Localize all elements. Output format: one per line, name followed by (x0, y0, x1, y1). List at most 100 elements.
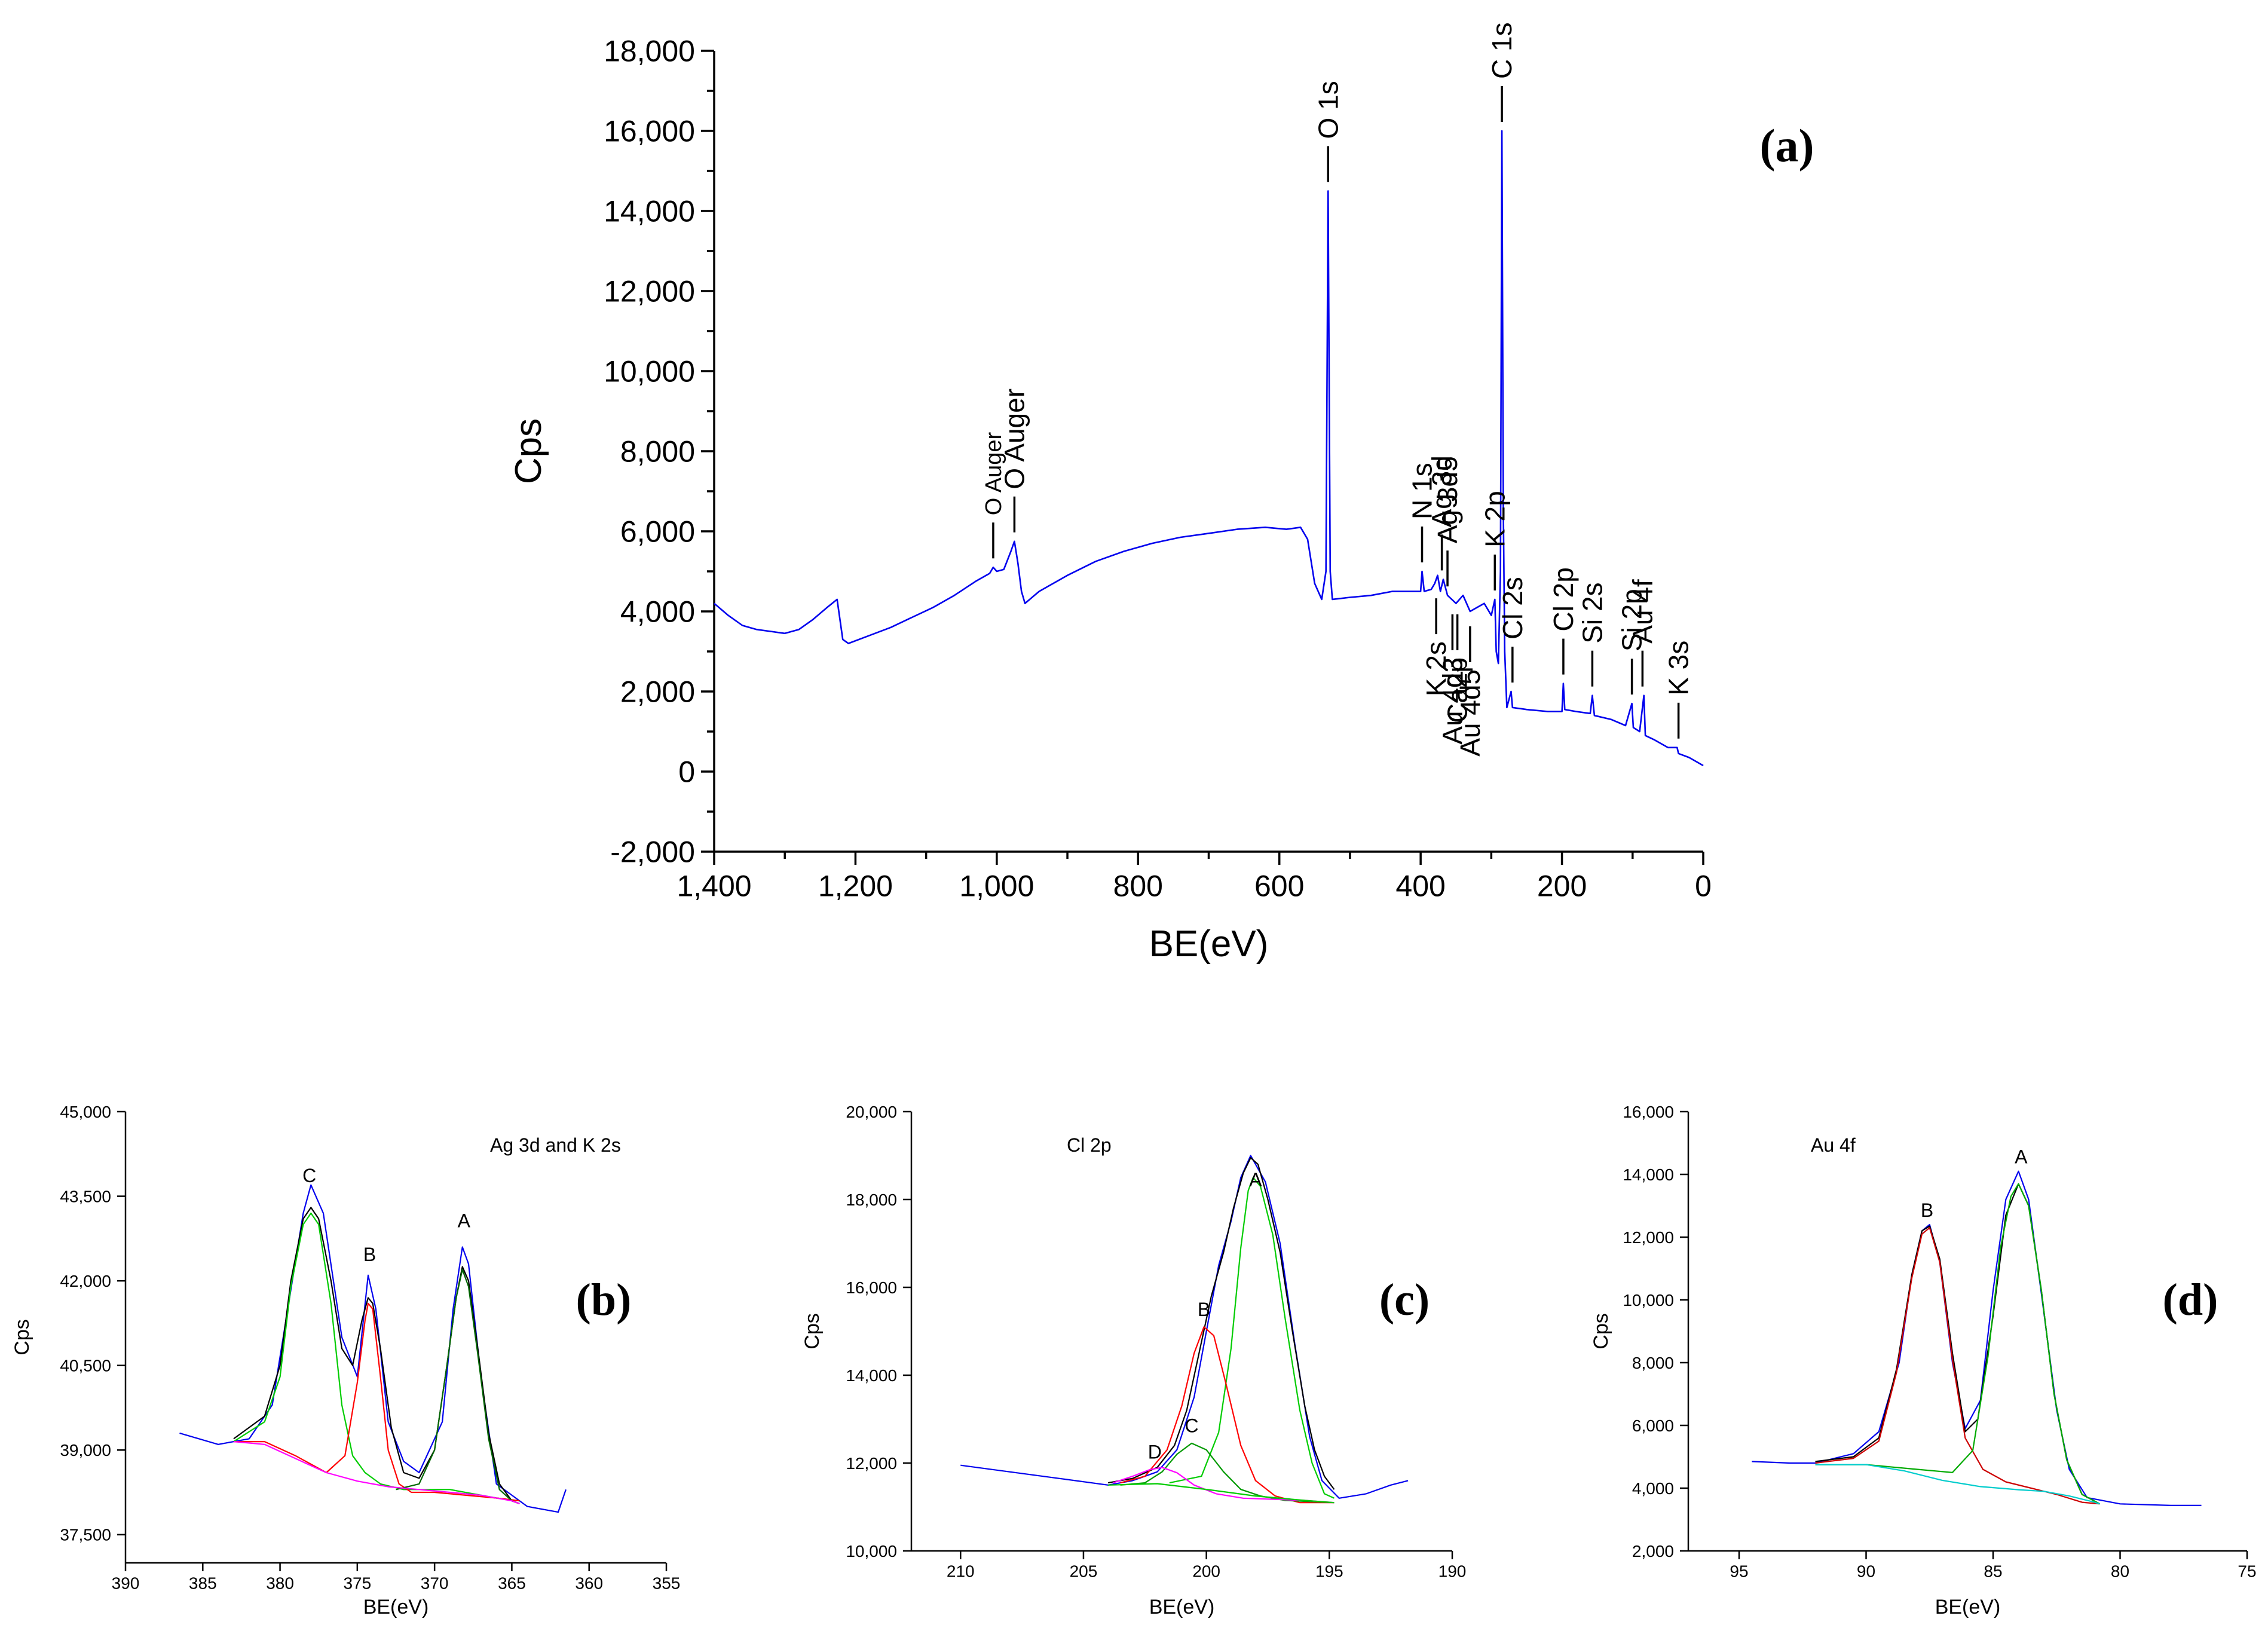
x-tick-label: 205 (1070, 1562, 1098, 1580)
y-tick-label: 16,000 (846, 1278, 897, 1297)
annotation-label: Au 4f (1627, 579, 1658, 644)
x-tick-label: 200 (1192, 1562, 1220, 1580)
y-tick-label: 12,000 (604, 275, 695, 308)
x-tick-label: 390 (112, 1574, 140, 1592)
y-tick-label: 37,500 (60, 1526, 111, 1544)
y-tick-label: 40,500 (60, 1356, 111, 1375)
x-tick-label: 0 (1695, 870, 1712, 903)
annotation-label: O Auger (999, 388, 1030, 489)
x-tick-label: 1,400 (677, 870, 751, 903)
annotation-label: Cl 2s (1497, 577, 1528, 639)
y-tick-label: 14,000 (604, 195, 695, 228)
y-tick-label: 10,000 (846, 1542, 897, 1560)
series-background (233, 1441, 520, 1504)
y-tick-label: 14,000 (846, 1366, 897, 1385)
series-peak-D (1112, 1467, 1335, 1504)
y-tick-label: 8,000 (1632, 1354, 1674, 1372)
annotation-label: O 1s (1312, 81, 1343, 139)
x-axis-label: BE(eV) (1149, 1596, 1215, 1618)
peak-label: A (2015, 1146, 2028, 1168)
x-tick-label: 80 (2111, 1562, 2129, 1580)
y-tick-label: 6,000 (1632, 1416, 1674, 1435)
annotation-label: K 3s (1663, 641, 1694, 696)
x-tick-label: 360 (575, 1574, 603, 1592)
x-tick-label: 210 (947, 1562, 975, 1580)
series-envelope (1107, 1157, 1335, 1490)
x-tick-label: 195 (1315, 1562, 1343, 1580)
annotation-label: Au 4d5 (1455, 669, 1486, 757)
series-peak-A (396, 1269, 520, 1504)
panel-letter: (c) (1379, 1275, 1430, 1325)
x-tick-label: 380 (266, 1574, 294, 1592)
x-tick-label: 355 (653, 1574, 681, 1592)
x-tick-label: 1,000 (959, 870, 1034, 903)
x-axis-label: BE(eV) (1149, 923, 1269, 965)
x-tick-label: 400 (1395, 870, 1445, 903)
panel-b: 37,500 39,000 40,500 42,000 43,500 45,000 390 3… (11, 1103, 680, 1618)
peak-label: C (1184, 1415, 1198, 1437)
y-axis-label: Cps (1590, 1313, 1612, 1349)
y-tick-label: 2,000 (620, 675, 695, 709)
y-tick-label: 8,000 (620, 435, 695, 469)
series-peak-B (234, 1302, 520, 1502)
y-tick-label: 0 (678, 755, 695, 789)
peak-label: B (1198, 1299, 1210, 1320)
panel-title: Ag 3d and K 2s (490, 1134, 621, 1156)
panel-d: 2,000 4,000 6,000 8,000 10,000 12,000 14,000 16… (1590, 1103, 2257, 1618)
annotation-label: Au 4d3 (1437, 657, 1468, 745)
annotation-label: C 1s (1486, 22, 1517, 79)
x-tick-label: 600 (1254, 870, 1304, 903)
x-tick-label: 85 (1984, 1562, 2002, 1580)
y-tick-label: 43,500 (60, 1187, 111, 1205)
y-axis-label: Cps (801, 1313, 824, 1349)
y-tick-label: 12,000 (846, 1454, 897, 1473)
panel-letter: (a) (1760, 120, 1814, 172)
panel-letter: (b) (576, 1275, 632, 1325)
x-tick-label: 375 (343, 1574, 371, 1592)
panel-c: 10,000 12,000 14,000 16,000 18,000 20,000 210 2… (801, 1103, 1466, 1618)
x-tick-label: 90 (1857, 1562, 1875, 1580)
y-tick-label: -2,000 (610, 836, 695, 869)
panel-title: Cl 2p (1067, 1134, 1112, 1156)
series-background (1815, 1464, 2100, 1505)
x-tick-label: 200 (1537, 870, 1587, 903)
series-envelope (233, 1207, 520, 1504)
series-peak-A (1169, 1177, 1335, 1499)
y-tick-label: 4,000 (1632, 1479, 1674, 1498)
annotation-label: Ca2p (1442, 657, 1473, 723)
x-tick-label: 1,200 (818, 870, 893, 903)
peak-label: A (458, 1210, 471, 1231)
annotation-label: O Auger (981, 432, 1006, 516)
x-tick-label: 190 (1438, 1562, 1467, 1580)
y-tick-label: 4,000 (620, 595, 695, 629)
peak-label: B (363, 1244, 376, 1265)
y-tick-label: 16,000 (604, 115, 695, 148)
annotation-label: Si 2s (1577, 582, 1608, 643)
peak-label: C (302, 1165, 316, 1186)
y-tick-label: 42,000 (60, 1272, 111, 1290)
y-tick-label: 10,000 (1623, 1291, 1674, 1309)
x-axis-label: BE(eV) (1935, 1596, 2001, 1618)
y-tick-label: 20,000 (846, 1103, 897, 1121)
peak-label: A (1249, 1169, 1262, 1191)
annotation-label: K 2s (1421, 641, 1452, 696)
x-tick-label: 95 (1730, 1562, 1748, 1580)
panel-letter: (d) (2163, 1275, 2218, 1325)
y-tick-label: 18,000 (846, 1191, 897, 1209)
annotation-label: Ag 3d (1427, 455, 1458, 527)
annotation-label: Ag 3d5 (1432, 456, 1463, 543)
peak-label: D (1148, 1442, 1162, 1463)
x-tick-label: 75 (2238, 1562, 2256, 1580)
panel-title: Au 4f (1811, 1134, 1856, 1156)
x-tick-label: 370 (421, 1574, 449, 1592)
series-peak-B (1120, 1326, 1335, 1504)
series-survey (714, 130, 1704, 767)
x-axis-label: BE(eV) (363, 1596, 429, 1618)
y-tick-label: 14,000 (1623, 1165, 1674, 1184)
annotation-label: N 1s (1407, 463, 1438, 519)
y-tick-label: 10,000 (604, 355, 695, 388)
y-tick-label: 12,000 (1623, 1228, 1674, 1247)
x-tick-label: 800 (1113, 870, 1163, 903)
series-peak-A (1815, 1183, 2101, 1505)
